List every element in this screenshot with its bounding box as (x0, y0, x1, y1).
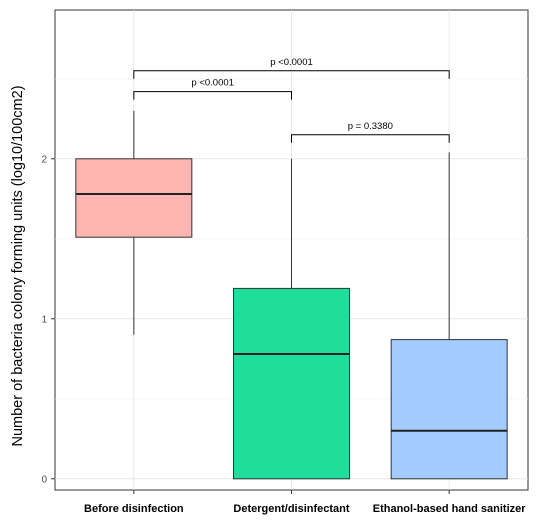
axis-layer: 0 1 2 Before disinfection Detergent/disinfec… (41, 154, 526, 515)
p-value-label: p <0.0001 (191, 78, 234, 89)
y-tick-label: 2 (41, 154, 47, 165)
y-tick-label: 1 (41, 314, 47, 325)
box-iqr (75, 158, 193, 238)
box-iqr (390, 339, 508, 480)
y-axis-title: Number of bacteria colony forming units … (10, 85, 26, 446)
x-category-label: Detergent/disinfectant (233, 503, 349, 515)
box-iqr (233, 287, 350, 480)
p-value-label: p <0.0001 (270, 57, 313, 68)
p-value-label: p = 0.3380 (348, 121, 393, 132)
significance-bracket (291, 134, 450, 143)
box-layer (75, 110, 508, 480)
significance-bracket (133, 70, 450, 79)
y-tick-label: 0 (41, 474, 47, 485)
x-category-label: Before disinfection (84, 503, 184, 515)
x-category-label: Ethanol-based hand sanitizer (373, 503, 527, 515)
significance-layer: p <0.0001 p <0.0001 p = 0.3380 (133, 57, 450, 143)
significance-bracket (133, 91, 292, 100)
